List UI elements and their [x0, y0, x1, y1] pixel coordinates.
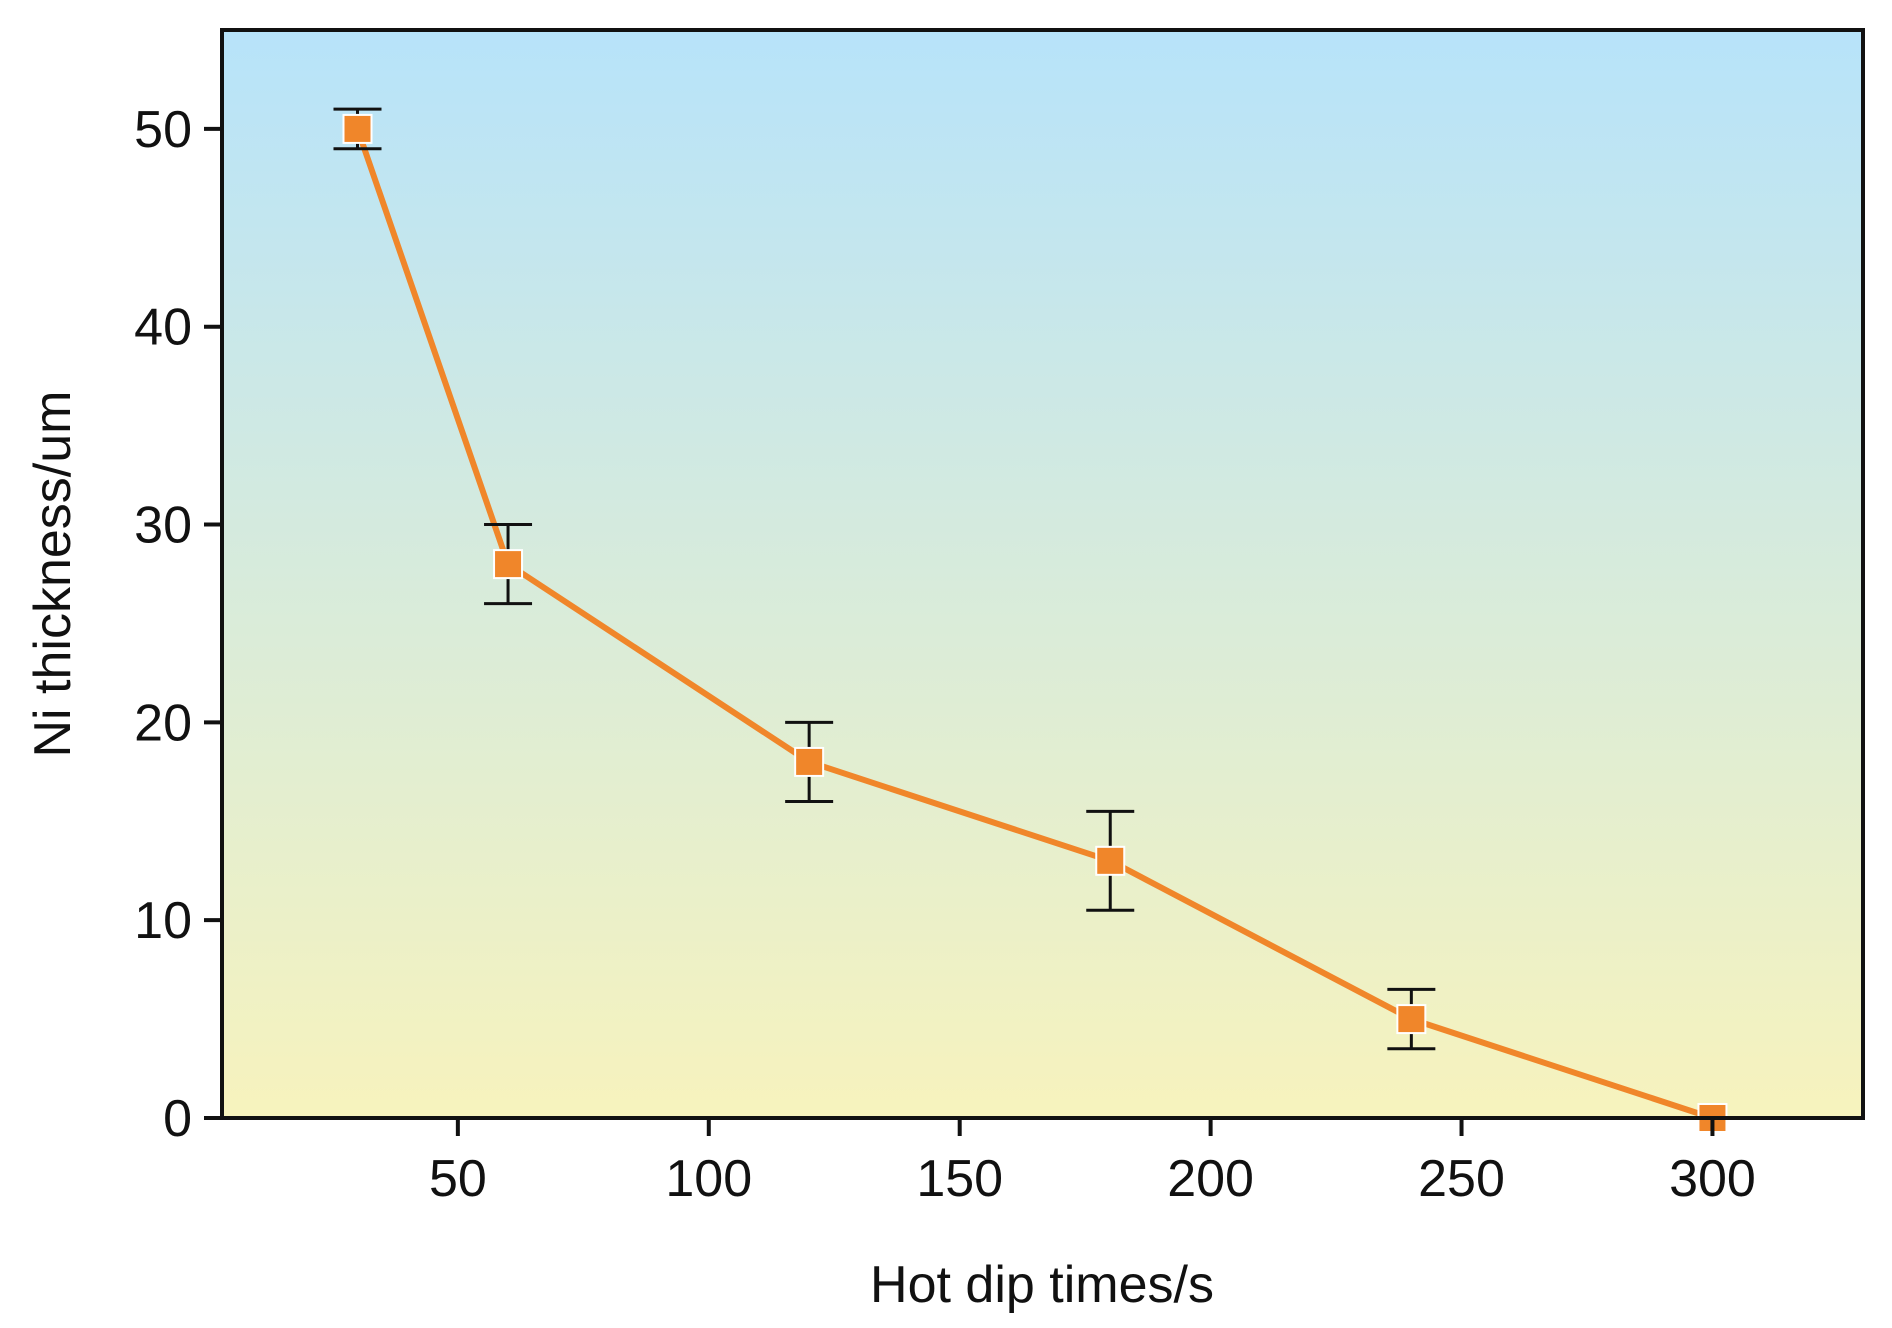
x-tick-label-100: 100	[665, 1150, 752, 1208]
y-tick-label-50: 50	[134, 101, 192, 159]
data-point-1	[493, 549, 524, 580]
y-tick-label-40: 40	[134, 299, 192, 357]
y-tick-label-10: 10	[134, 892, 192, 950]
x-tick-label-50: 50	[429, 1150, 487, 1208]
plot-background	[222, 30, 1863, 1118]
x-axis-title: Hot dip times/s	[870, 1256, 1214, 1314]
data-point-4	[1396, 1004, 1427, 1035]
plot-frame	[220, 28, 1865, 1120]
data-point-3	[1095, 845, 1126, 876]
x-tick-label-150: 150	[916, 1150, 1003, 1208]
axes-layer: 50 100 150 200 250 300 0 10 20 30 40 50	[134, 28, 1865, 1208]
y-axis-title: Ni thickness/um	[24, 391, 82, 758]
y-tick-label-0: 0	[163, 1090, 192, 1148]
series-line	[354, 125, 1716, 1121]
y-tick-label-20: 20	[134, 694, 192, 752]
y-tick-label-30: 30	[134, 497, 192, 555]
series-layer	[333, 107, 1728, 1133]
x-tick-label-200: 200	[1167, 1150, 1254, 1208]
data-point-0	[342, 113, 373, 144]
x-tick-label-300: 300	[1669, 1150, 1756, 1208]
series-0	[333, 107, 1728, 1133]
x-tick-label-250: 250	[1418, 1150, 1505, 1208]
data-point-2	[794, 746, 825, 777]
